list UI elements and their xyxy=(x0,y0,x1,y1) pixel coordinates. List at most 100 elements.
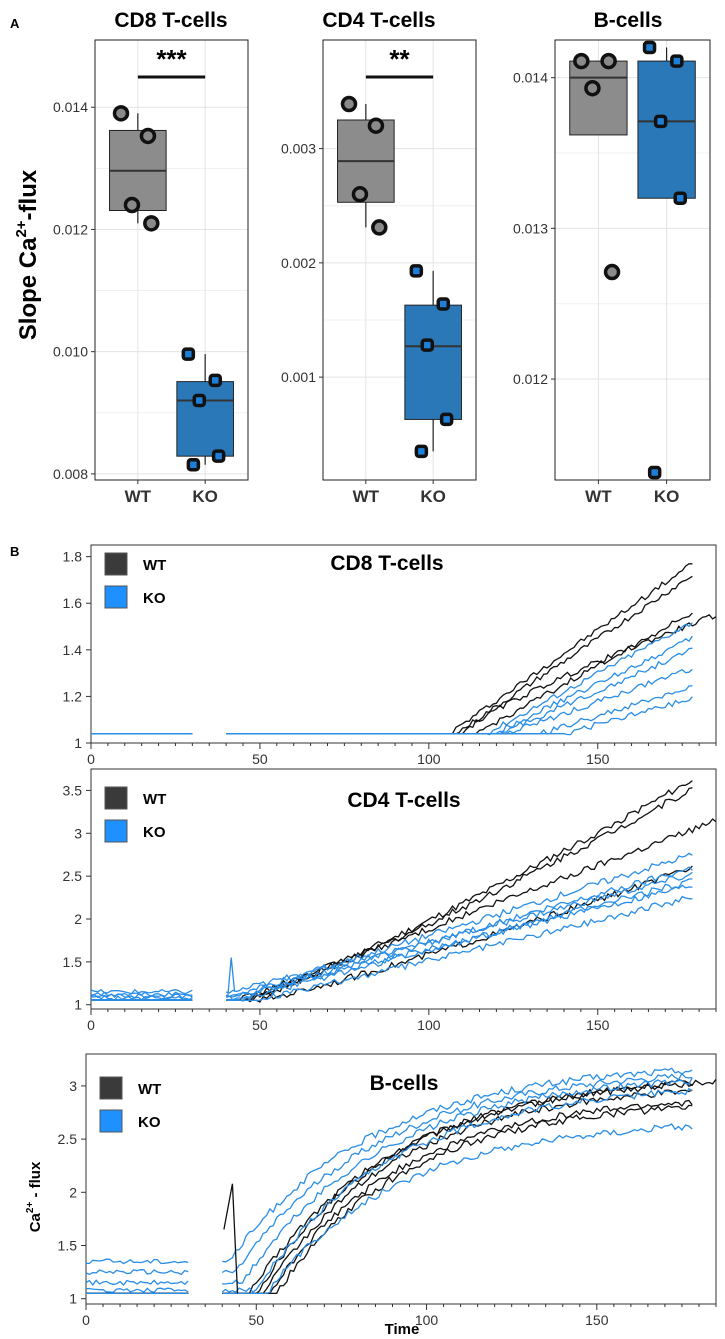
box-wt xyxy=(569,60,628,136)
legend-label-ko: KO xyxy=(143,590,166,607)
x-tick-label: 50 xyxy=(248,1312,264,1328)
plot-frame xyxy=(85,1053,717,1305)
series-line-wt xyxy=(226,613,717,735)
y-tick-label: 2.5 xyxy=(63,868,83,884)
x-tick-label: 100 xyxy=(417,751,441,767)
box-title: CD4 T-cells xyxy=(322,9,435,32)
series-line-ko xyxy=(226,668,693,735)
y-tick-label: 0.002 xyxy=(281,255,316,271)
box-title: CD8 T-cells xyxy=(114,9,227,32)
box-panel-bcells: B-cells 0.012 0.013 0.014 WT KO xyxy=(513,9,711,506)
line-panel-cd8: 0 50 100 150 1 1.2 1.4 1.6 1.8 CD8 T-cells WT KO xyxy=(63,544,717,767)
x-tick-label: KO xyxy=(420,487,446,506)
y-tick-label: 1.2 xyxy=(63,688,83,704)
x-tick-label: 100 xyxy=(415,1312,439,1328)
legend-label-wt: WT xyxy=(143,557,166,574)
data-point-wt xyxy=(143,215,160,232)
data-point-ko xyxy=(642,40,657,55)
x-axis-title: Time xyxy=(385,1321,420,1338)
data-point-wt xyxy=(603,263,621,281)
y-tick-label: 0.001 xyxy=(281,369,316,385)
y-tick-label: 0.012 xyxy=(513,371,548,387)
x-tick-label: 50 xyxy=(252,1017,268,1033)
y-tick-label: 1 xyxy=(69,1291,77,1307)
data-point-ko xyxy=(192,393,207,408)
data-point-ko xyxy=(211,449,226,463)
series-line-wt xyxy=(226,787,693,1003)
data-point-ko xyxy=(181,347,196,361)
data-point-ko xyxy=(414,444,429,459)
legend-label-ko: KO xyxy=(143,824,166,841)
series-line-ko xyxy=(226,685,693,735)
y-tick-label: 0.012 xyxy=(53,221,88,237)
series-line-wt xyxy=(222,1104,693,1295)
series-line-wt xyxy=(222,1089,693,1295)
line-panel-cd4: 0 50 100 150 1 1.5 2 2.5 3 3.5 CD4 T-cells WT KO xyxy=(63,768,717,1033)
data-point-ko xyxy=(420,338,435,352)
data-point-ko xyxy=(653,114,668,129)
y-tick-label: 2 xyxy=(74,911,82,927)
data-point-ko xyxy=(208,373,223,388)
significance-stars: *** xyxy=(156,44,187,74)
y-tick-label: 0.014 xyxy=(53,99,88,115)
data-point-wt xyxy=(371,219,388,236)
series-line-ko xyxy=(225,852,693,998)
y-tick-label: 1.8 xyxy=(63,549,83,565)
y-tick-label: 2.5 xyxy=(58,1131,78,1147)
series-line-wt xyxy=(226,865,693,1003)
x-tick-label: 150 xyxy=(586,751,610,767)
series-line-ko xyxy=(85,1258,189,1265)
box-panel-cd8: CD8 T-cells 0.008 0.010 0.012 0.014 WT KO *** xyxy=(53,9,249,506)
series-line-ko xyxy=(222,1077,693,1285)
x-tick-label: WT xyxy=(125,487,152,506)
series-line-ko xyxy=(90,991,193,997)
series-spike-wt xyxy=(223,1183,239,1294)
y-tick-label: 2 xyxy=(69,1184,77,1200)
series-line-wt xyxy=(222,1080,693,1295)
series-line-ko xyxy=(225,871,693,994)
series-line-ko xyxy=(226,884,693,997)
x-tick-label: 150 xyxy=(585,1312,609,1328)
legend-label-ko: KO xyxy=(138,1114,161,1131)
x-tick-label: WT xyxy=(353,487,380,506)
box-ko xyxy=(637,60,696,199)
data-point-wt xyxy=(123,196,141,214)
data-point-ko xyxy=(409,264,424,278)
series-line-ko xyxy=(222,1067,693,1263)
data-point-ko xyxy=(670,54,684,68)
line-chart-title: CD8 T-cells xyxy=(330,552,443,575)
x-tick-label: 50 xyxy=(252,751,268,767)
y-tick-label: 1.4 xyxy=(63,642,83,658)
data-point-wt xyxy=(139,127,157,145)
line-panel-bcells: 0 50 100 150 1 1.5 2 2.5 3 B-cells WT KO xyxy=(58,1053,717,1328)
series-spike-ko xyxy=(227,957,236,997)
y-tick-label: 1 xyxy=(74,997,82,1013)
box-ko xyxy=(404,304,462,420)
series-line-ko xyxy=(85,1287,189,1294)
series-line-wt xyxy=(222,1078,717,1295)
box-ko xyxy=(176,381,234,457)
x-tick-label: KO xyxy=(654,487,680,506)
plot-frame xyxy=(94,39,249,481)
data-point-ko xyxy=(647,465,662,480)
series-line-wt xyxy=(226,818,717,1002)
data-point-ko xyxy=(186,457,201,472)
x-tick-label: WT xyxy=(585,487,612,506)
data-point-wt xyxy=(584,79,601,97)
y-tick-label: 3 xyxy=(74,825,82,841)
legend-label-wt: WT xyxy=(138,1081,161,1098)
data-point-wt xyxy=(600,52,617,70)
legend-swatch-ko xyxy=(99,1109,123,1133)
legend-label-wt: WT xyxy=(143,791,166,808)
data-point-wt xyxy=(112,105,130,122)
y-tick-label: 1.5 xyxy=(63,954,83,970)
series-line-ko xyxy=(222,1123,693,1295)
x-tick-label: 0 xyxy=(82,1312,90,1328)
x-tick-label: 100 xyxy=(417,1017,441,1033)
legend-swatch-ko xyxy=(104,585,128,609)
series-line-wt xyxy=(226,563,693,735)
x-tick-label: 0 xyxy=(87,1017,95,1033)
y-tick-label: 0.013 xyxy=(513,220,548,236)
y-tick-label: 1.6 xyxy=(63,595,83,611)
